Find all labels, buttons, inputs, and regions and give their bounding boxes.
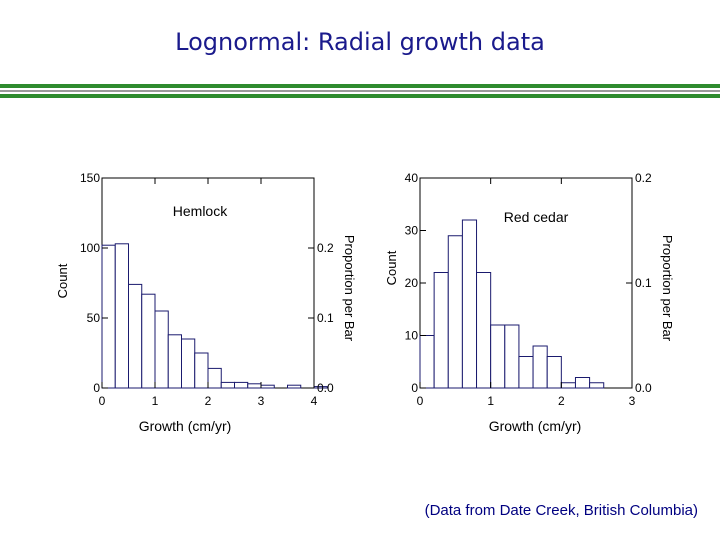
red-cedar-bar-3	[461, 219, 478, 389]
red-cedar-y2-tick-label-2: 0.2	[635, 171, 652, 185]
red-cedar-bar-8	[532, 345, 548, 389]
red-cedar-y-tick-label-4: 40	[405, 171, 419, 185]
slide-title: Lognormal: Radial growth data	[175, 28, 545, 56]
hemlock-y2-tick-label-2: 0.2	[317, 241, 334, 255]
red-cedar-bar-7	[518, 356, 534, 389]
red-cedar-y-axis-label: Count	[384, 250, 399, 285]
hemlock-x-tick-label-4: 4	[311, 394, 318, 408]
hemlock-bar-10	[234, 381, 249, 389]
title-rule-gray	[0, 90, 720, 92]
red-cedar-bar-2	[447, 235, 463, 389]
red-cedar-title: Red cedar	[504, 209, 569, 225]
red-cedar-bar-4	[476, 272, 492, 389]
hemlock-bar-14	[287, 384, 302, 389]
hemlock-bar-3	[141, 293, 156, 389]
hemlock-y-tick-label-0: 0	[93, 381, 100, 395]
hemlock-x-tick-label-0: 0	[99, 394, 106, 408]
hemlock-y2-axis-label: Proportion per Bar	[342, 235, 357, 342]
red-cedar-x-tick-label-1: 1	[487, 394, 494, 408]
hemlock-y-axis-label: Count	[55, 263, 70, 298]
red-cedar-y-tick-label-1: 10	[405, 329, 419, 343]
hemlock-y-tick-label-3: 150	[80, 171, 100, 185]
hemlock-title: Hemlock	[173, 203, 228, 219]
data-source-credit: (Data from Date Creek, British Columbia)	[424, 502, 698, 519]
red-cedar-y-tick-label-0: 0	[411, 381, 418, 395]
red-cedar-bar-10	[560, 382, 576, 389]
hemlock-bar-0	[101, 244, 116, 389]
hemlock-x-tick-label-2: 2	[205, 394, 212, 408]
hemlock-y2-tick-label-1: 0.1	[317, 311, 334, 325]
red-cedar-bar-1	[433, 272, 449, 389]
red-cedar-bar-6	[504, 324, 520, 389]
hemlock-x-axis-label: Growth (cm/yr)	[139, 418, 232, 434]
hemlock-y-tick-label-1: 50	[87, 311, 101, 325]
red-cedar-y2-axis-label: Proportion per Bar	[660, 235, 675, 342]
hemlock-bar-7	[194, 352, 209, 389]
hemlock-bar-9	[220, 381, 235, 389]
hemlock-x-tick-label-3: 3	[258, 394, 265, 408]
red-cedar-x-tick-label-2: 2	[558, 394, 565, 408]
red-cedar-bar-11	[574, 377, 591, 389]
title-rule-green-top	[0, 84, 720, 88]
red-cedar-y2-tick-label-1: 0.1	[635, 276, 652, 290]
hemlock-bar-2	[128, 283, 143, 389]
hemlock-bar-6	[181, 338, 196, 389]
title-rule-green-bottom	[0, 94, 720, 98]
red-cedar-x-tick-label-0: 0	[417, 394, 424, 408]
hemlock-bar-1	[114, 243, 129, 389]
red-cedar-x-axis-label: Growth (cm/yr)	[489, 418, 582, 434]
red-cedar-y-tick-label-3: 30	[405, 224, 419, 238]
red-cedar-bar-9	[546, 356, 562, 389]
red-cedar-y-tick-label-2: 20	[405, 276, 419, 290]
red-cedar-bar-12	[589, 382, 605, 389]
hemlock-bar-8	[207, 367, 222, 389]
hemlock-bar-11	[247, 383, 262, 389]
red-cedar-x-tick-label-3: 3	[629, 394, 636, 408]
hemlock-y2-tick-label-0: 0.0	[317, 381, 334, 395]
red-cedar-bar-0	[419, 335, 435, 389]
hemlock-bar-12	[260, 384, 275, 389]
hemlock-bar-4	[154, 310, 169, 389]
hemlock-histogram: 0 1 2 3 4 0 50 100 150 0.0 0.1 0.2 Hemlock Growth (…	[55, 171, 357, 434]
hemlock-x-tick-label-1: 1	[152, 394, 159, 408]
red-cedar-y2-tick-label-0: 0.0	[635, 381, 652, 395]
red-cedar-bar-5	[490, 324, 506, 389]
hemlock-bar-5	[167, 334, 182, 389]
hemlock-y-tick-label-2: 100	[80, 241, 100, 255]
